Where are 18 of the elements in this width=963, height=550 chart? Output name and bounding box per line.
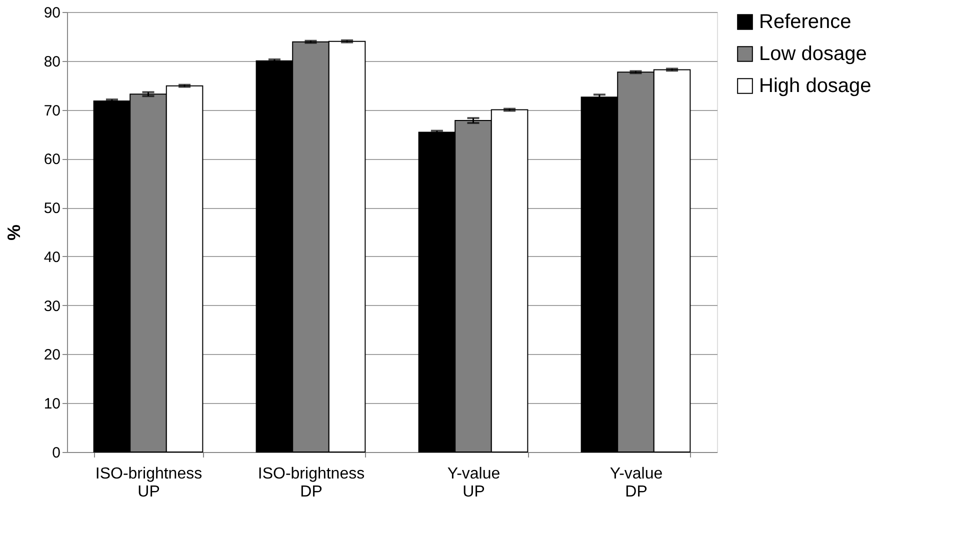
x-tick-label: Y-value UP	[447, 466, 500, 500]
legend-label: Low dosage	[759, 43, 867, 65]
y-axis-title: %	[4, 224, 24, 241]
y-tick-label: 90	[44, 4, 60, 22]
y-tick-label: 60	[44, 151, 60, 168]
legend-label: Reference	[759, 11, 852, 33]
x-tick-label: ISO-brightness DP	[258, 466, 365, 500]
legend-label: High dosage	[759, 75, 872, 97]
y-tick-label: 40	[44, 248, 60, 266]
y-tick-label: 70	[44, 102, 60, 120]
x-tick-label: Y-value DP	[610, 466, 663, 500]
y-tick-label: 30	[44, 298, 60, 315]
y-tick-label: 80	[44, 53, 60, 70]
y-tick-label: 0	[52, 444, 60, 462]
x-tick-label: ISO-brightness UP	[95, 466, 202, 500]
y-tick-label: 20	[44, 346, 60, 364]
y-tick-label: 50	[44, 200, 60, 218]
y-tick-label: 10	[44, 396, 60, 413]
